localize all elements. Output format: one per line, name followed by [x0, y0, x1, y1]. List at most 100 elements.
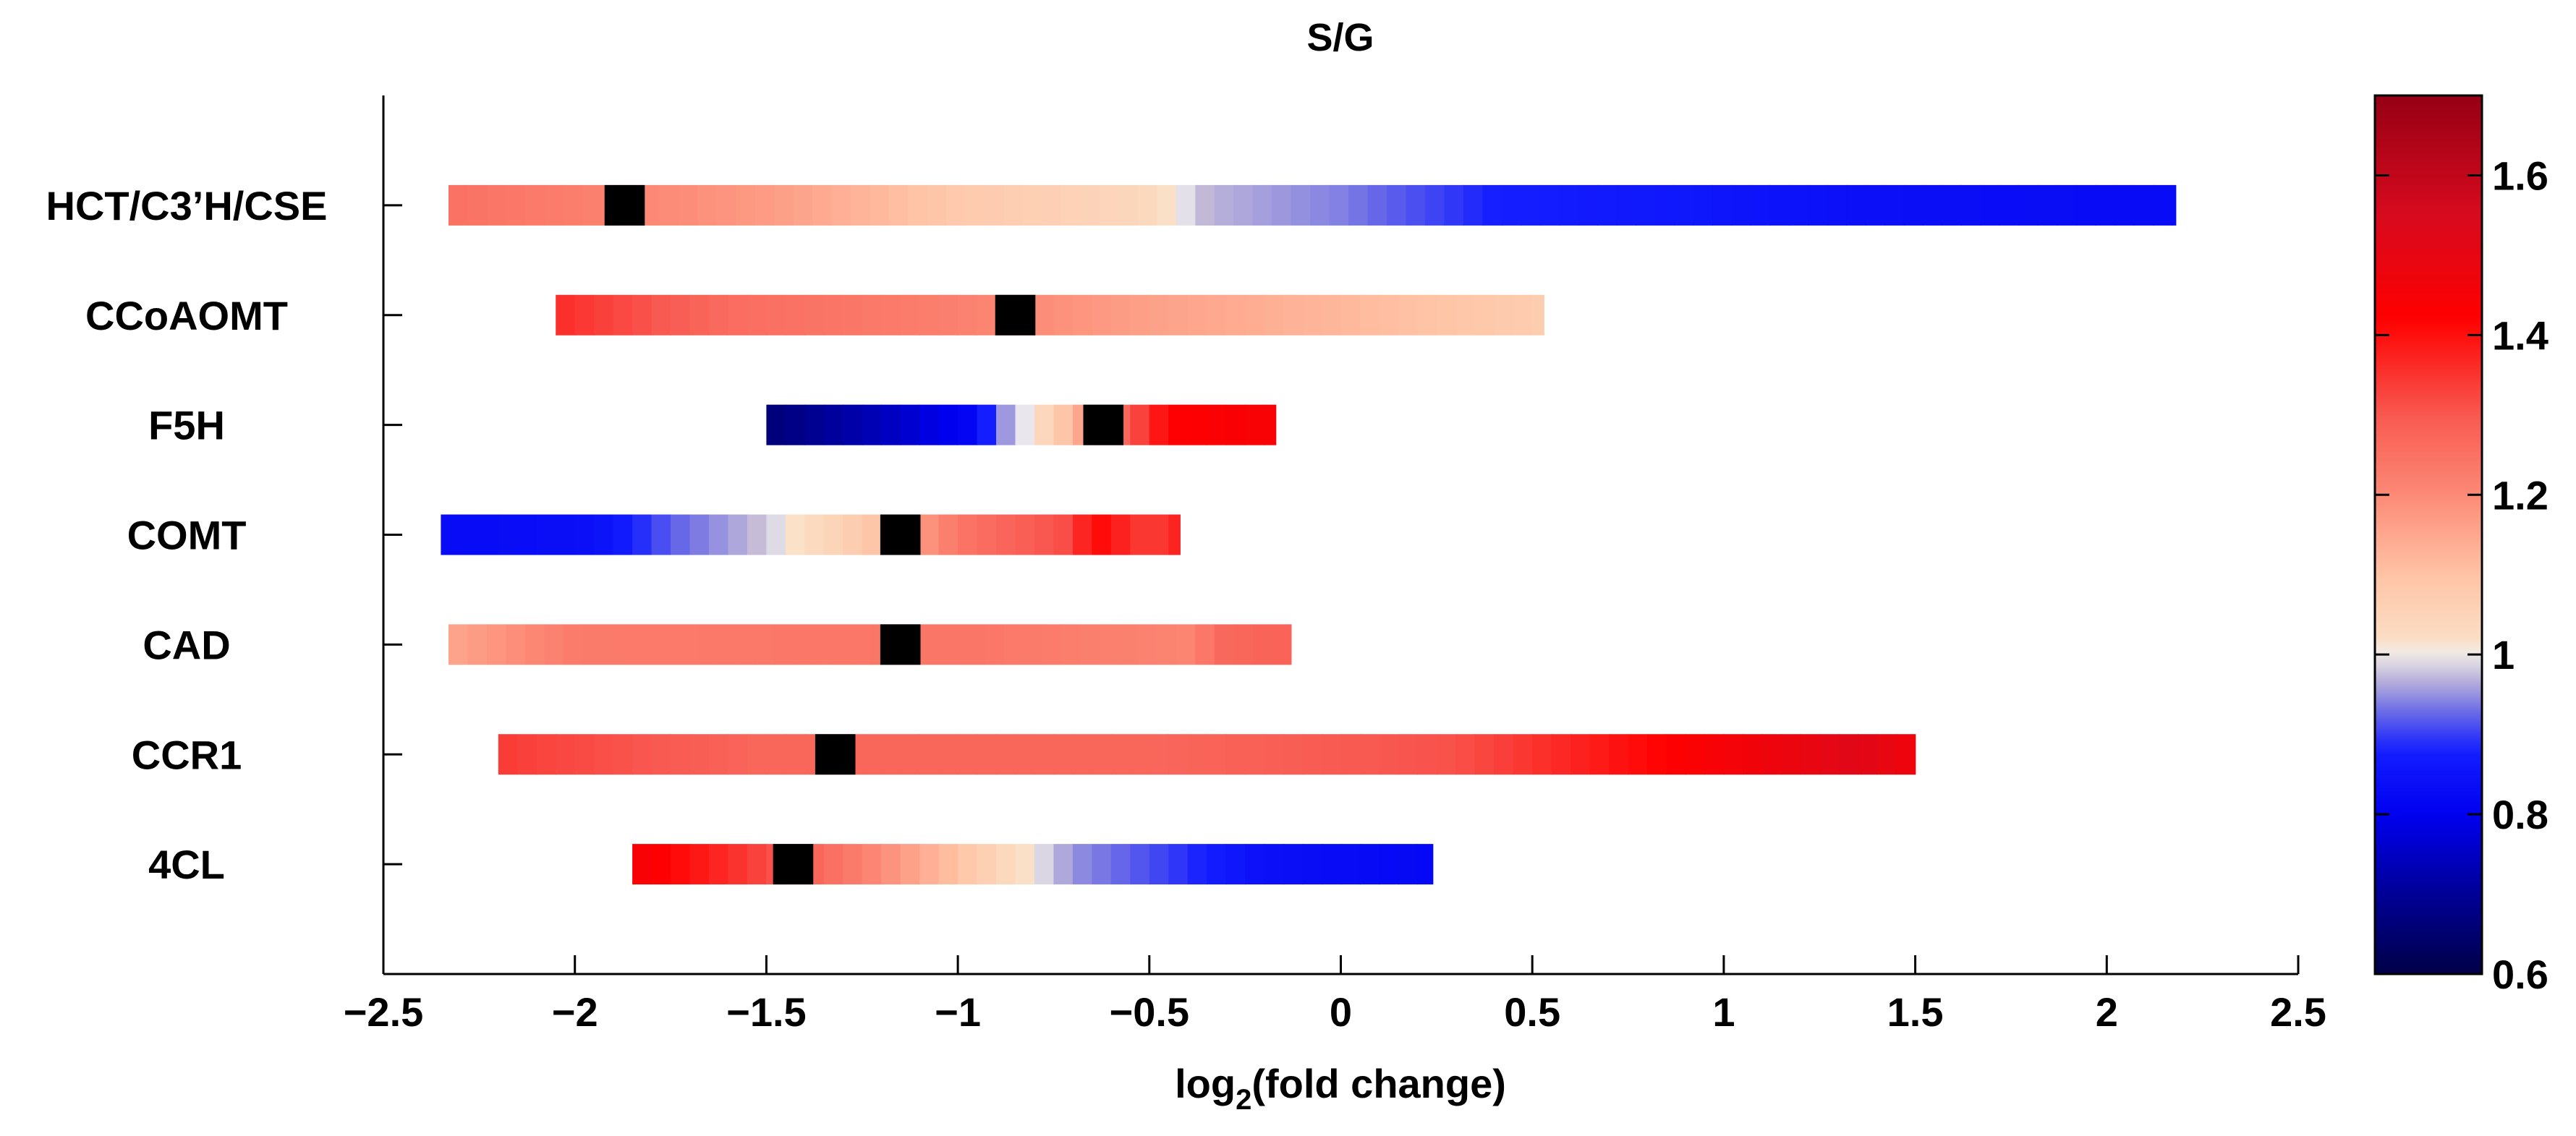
heat-cell: [850, 624, 871, 665]
heat-cell: [1042, 624, 1062, 665]
gene-row-1: [556, 294, 1544, 336]
colorbar-tick-label: 1: [2492, 632, 2515, 678]
heat-cell: [659, 624, 679, 665]
heat-cell: [1494, 294, 1514, 336]
heat-cell: [1176, 184, 1196, 226]
heat-cell: [843, 404, 863, 445]
heat-cell: [651, 734, 671, 775]
heat-cell: [773, 184, 794, 226]
heat-cell: [862, 514, 883, 555]
heat-cell: [747, 734, 768, 775]
plot-area: −2.5 −2 −1.5 −1 −0.5 0 0.5 1 1.5 2 2.5 HCT/C3’H/CSE…: [46, 95, 2326, 1035]
heat-cell: [671, 514, 691, 555]
heat-cell: [862, 294, 883, 336]
heat-cell: [1551, 734, 1571, 775]
heat-cell: [1092, 734, 1112, 775]
heat-cell: [1264, 294, 1284, 336]
heat-cell: [708, 294, 729, 336]
heat-cell: [1023, 184, 1043, 226]
heat-cell: [1053, 514, 1074, 555]
heat-cell: [1463, 184, 1484, 226]
heat-cell: [1858, 734, 1878, 775]
heat-cell: [1080, 624, 1100, 665]
heat-cell: [766, 734, 786, 775]
heat-cell: [938, 294, 958, 336]
heat-cell: [900, 844, 920, 885]
heat-cell: [804, 404, 825, 445]
heat-cell: [1570, 734, 1591, 775]
heat-cell: [1474, 294, 1495, 336]
heat-cell: [613, 294, 633, 336]
heat-cell: [1195, 184, 1215, 226]
heat-cell: [1616, 184, 1636, 226]
heat-cell: [977, 734, 997, 775]
y-tick-label: COMT: [127, 513, 247, 558]
heat-cell: [1092, 844, 1112, 885]
heat-cell: [1743, 734, 1763, 775]
heat-cell: [958, 294, 978, 336]
heat-cell: [708, 844, 729, 885]
heat-cell: [2133, 184, 2154, 226]
heat-cell: [1398, 844, 1419, 885]
heat-cell: [544, 184, 564, 226]
y-tick-label: HCT/C3’H/CSE: [46, 183, 328, 229]
heat-cell: [728, 294, 748, 336]
heat-cell: [1149, 734, 1170, 775]
heat-cell: [1723, 734, 1744, 775]
heat-cell: [958, 844, 978, 885]
heat-cell: [1015, 404, 1035, 445]
heat-cell: [594, 514, 614, 555]
heat-cell: [927, 184, 948, 226]
heat-cell: [1187, 844, 1208, 885]
heat-cell: [1110, 294, 1131, 336]
heat-cell: [671, 294, 691, 336]
heat-cell: [1417, 734, 1437, 775]
heat-cell: [1034, 844, 1055, 885]
heat-cell: [919, 514, 940, 555]
heat-cell: [823, 294, 844, 336]
heat-cell: [1110, 514, 1131, 555]
heat-cell: [2038, 184, 2058, 226]
heat-cell: [1245, 844, 1265, 885]
heat-cell: [1207, 734, 1227, 775]
baseline-marker: [815, 734, 856, 775]
heat-cell: [747, 294, 768, 336]
heat-cell: [1053, 844, 1074, 885]
heat-cell: [938, 514, 958, 555]
heat-cell: [716, 624, 736, 665]
heat-cell: [1130, 404, 1150, 445]
heat-cell: [1302, 844, 1322, 885]
x-tick-label: −1.5: [726, 989, 807, 1035]
heat-cell: [1379, 844, 1399, 885]
heat-cell: [812, 624, 833, 665]
heat-cell: [1800, 734, 1821, 775]
heat-cell: [524, 184, 545, 226]
colorbar-tick-label: 0.6: [2492, 952, 2549, 997]
x-tick-label: 0: [1330, 989, 1352, 1035]
heat-cell: [766, 404, 786, 445]
heat-cell: [1291, 184, 1311, 226]
heat-cell: [678, 624, 698, 665]
heat-cell: [1674, 184, 1694, 226]
heat-cell: [2018, 184, 2039, 226]
heat-cell: [486, 184, 507, 226]
heat-cell: [1034, 404, 1055, 445]
heat-cell: [2114, 184, 2135, 226]
x-tick-label: −2.5: [344, 989, 424, 1035]
heat-cell: [938, 734, 958, 775]
x-tick-label: 2: [2096, 989, 2118, 1035]
heat-cell: [754, 184, 775, 226]
heat-cell: [517, 734, 537, 775]
heat-cell: [870, 184, 890, 226]
heat-cell: [1628, 734, 1648, 775]
heat-cell: [574, 294, 595, 336]
heat-cell: [881, 404, 901, 445]
heat-cell: [1578, 184, 1598, 226]
heat-cell: [965, 184, 985, 226]
heat-cell: [1903, 184, 1924, 226]
heat-cell: [1023, 624, 1043, 665]
heat-cell: [1053, 404, 1074, 445]
gene-row-6: [632, 844, 1434, 885]
heat-cell: [1157, 624, 1177, 665]
